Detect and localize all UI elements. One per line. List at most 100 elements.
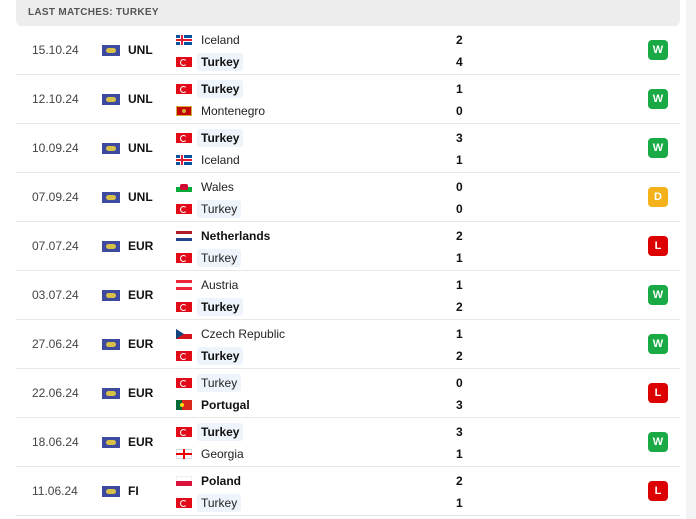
- team-name: Montenegro: [201, 104, 266, 118]
- home-team[interactable]: Turkey: [176, 373, 242, 393]
- result-badge: W: [648, 334, 668, 354]
- team-name: Turkey: [197, 423, 244, 441]
- home-team[interactable]: Turkey: [176, 128, 244, 148]
- competition: UNL: [128, 190, 153, 204]
- match-row[interactable]: 11.06.24 FI Poland Turkey 2 1 L: [16, 467, 680, 516]
- team-name: Netherlands: [201, 229, 271, 243]
- home-team[interactable]: Turkey: [176, 422, 244, 442]
- world-competition-icon: [102, 388, 120, 399]
- result-badge: W: [648, 40, 668, 60]
- portugal-flag-icon: [176, 400, 192, 410]
- home-team[interactable]: Czech Republic: [176, 324, 289, 344]
- team-name: Poland: [201, 474, 242, 488]
- home-score: 0: [456, 376, 463, 390]
- team-name: Iceland: [201, 153, 240, 167]
- world-competition-icon: [102, 143, 120, 154]
- result-badge: W: [648, 138, 668, 158]
- team-name: Turkey: [197, 200, 242, 218]
- turkey-flag-icon: [176, 133, 192, 143]
- match-row[interactable]: 03.07.24 EUR Austria Turkey 1 2 W: [16, 271, 680, 320]
- away-team[interactable]: Iceland: [176, 150, 244, 170]
- turkey-flag-icon: [176, 204, 192, 214]
- home-score: 3: [456, 131, 463, 145]
- match-row[interactable]: 07.07.24 EUR Netherlands Turkey 2 1 L: [16, 222, 680, 271]
- iceland-flag-icon: [176, 155, 192, 165]
- away-score: 1: [456, 496, 463, 510]
- away-team[interactable]: Portugal: [176, 395, 254, 415]
- competition: EUR: [128, 337, 154, 351]
- away-team[interactable]: Turkey: [176, 297, 244, 317]
- section-header: LAST MATCHES: TURKEY: [16, 0, 680, 26]
- home-score: 1: [456, 327, 463, 341]
- georgia-flag-icon: [176, 449, 192, 459]
- match-date: 07.09.24: [32, 190, 79, 204]
- austria-flag-icon: [176, 280, 192, 290]
- home-team[interactable]: Turkey: [176, 79, 244, 99]
- home-team[interactable]: Austria: [176, 275, 242, 295]
- home-team[interactable]: Netherlands: [176, 226, 274, 246]
- home-team[interactable]: Iceland: [176, 30, 244, 50]
- team-name: Iceland: [201, 33, 240, 47]
- scrollbar[interactable]: [686, 0, 696, 519]
- away-team[interactable]: Georgia: [176, 444, 248, 464]
- competition: UNL: [128, 43, 153, 57]
- competition: FI: [128, 484, 139, 498]
- world-competition-icon: [102, 192, 120, 203]
- match-date: 10.09.24: [32, 141, 79, 155]
- team-name: Portugal: [201, 398, 250, 412]
- home-score: 0: [456, 180, 463, 194]
- home-score: 1: [456, 278, 463, 292]
- away-team[interactable]: Turkey: [176, 52, 244, 72]
- home-score: 1: [456, 82, 463, 96]
- world-competition-icon: [102, 94, 120, 105]
- world-competition-icon: [102, 290, 120, 301]
- turkey-flag-icon: [176, 498, 192, 508]
- match-date: 12.10.24: [32, 92, 79, 106]
- turkey-flag-icon: [176, 302, 192, 312]
- team-name: Turkey: [197, 249, 242, 267]
- result-badge: L: [648, 383, 668, 403]
- match-date: 07.07.24: [32, 239, 79, 253]
- world-competition-icon: [102, 45, 120, 56]
- away-score: 0: [456, 202, 463, 216]
- away-score: 2: [456, 300, 463, 314]
- match-row[interactable]: 12.10.24 UNL Turkey Montenegro 1 0 W: [16, 75, 680, 124]
- team-name: Turkey: [197, 374, 242, 392]
- team-name: Austria: [201, 278, 239, 292]
- netherlands-flag-icon: [176, 231, 192, 241]
- away-team[interactable]: Montenegro: [176, 101, 269, 121]
- match-date: 11.06.24: [32, 484, 78, 498]
- away-team[interactable]: Turkey: [176, 346, 244, 366]
- team-name: Turkey: [197, 298, 244, 316]
- match-row[interactable]: 18.06.24 EUR Turkey Georgia 3 1 W: [16, 418, 680, 467]
- match-row[interactable]: 15.10.24 UNL Iceland Turkey 2 4 W: [16, 26, 680, 75]
- home-score: 2: [456, 229, 463, 243]
- team-name: Turkey: [197, 129, 244, 147]
- home-team[interactable]: Poland: [176, 471, 245, 491]
- team-name: Turkey: [197, 80, 244, 98]
- away-score: 0: [456, 104, 463, 118]
- match-row[interactable]: 07.09.24 UNL Wales Turkey 0 0 D: [16, 173, 680, 222]
- away-team[interactable]: Turkey: [176, 493, 242, 513]
- away-score: 2: [456, 349, 463, 363]
- competition: UNL: [128, 92, 153, 106]
- result-badge: L: [648, 481, 668, 501]
- home-score: 2: [456, 33, 463, 47]
- match-row[interactable]: 22.06.24 EUR Turkey Portugal 0 3 L: [16, 369, 680, 418]
- match-date: 27.06.24: [32, 337, 79, 351]
- away-score: 1: [456, 153, 463, 167]
- away-team[interactable]: Turkey: [176, 199, 242, 219]
- match-row[interactable]: 10.09.24 UNL Turkey Iceland 3 1 W: [16, 124, 680, 173]
- match-row[interactable]: 27.06.24 EUR Czech Republic Turkey 1 2 W: [16, 320, 680, 369]
- turkey-flag-icon: [176, 84, 192, 94]
- away-team[interactable]: Turkey: [176, 248, 242, 268]
- home-team[interactable]: Wales: [176, 177, 238, 197]
- turkey-flag-icon: [176, 427, 192, 437]
- turkey-flag-icon: [176, 351, 192, 361]
- match-date: 15.10.24: [32, 43, 79, 57]
- match-date: 22.06.24: [32, 386, 79, 400]
- away-score: 4: [456, 55, 463, 69]
- away-score: 3: [456, 398, 463, 412]
- result-badge: L: [648, 236, 668, 256]
- away-score: 1: [456, 251, 463, 265]
